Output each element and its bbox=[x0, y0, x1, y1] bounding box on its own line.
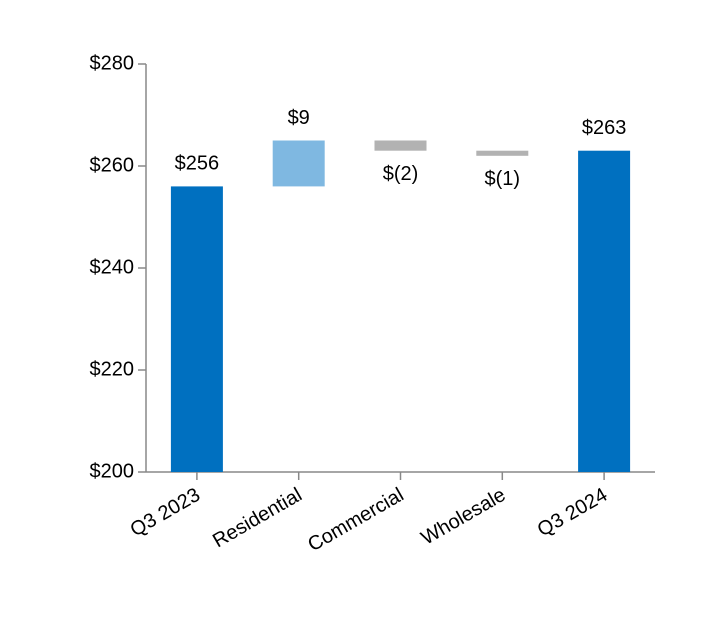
x-tick-label: Q3 2024 bbox=[534, 484, 611, 541]
value-label: $256 bbox=[175, 153, 220, 175]
value-label: $(1) bbox=[485, 168, 521, 190]
x-tick-label: Q3 2023 bbox=[127, 484, 204, 541]
y-tick-label: $280 bbox=[90, 52, 135, 74]
value-label: $9 bbox=[288, 107, 310, 129]
bar bbox=[374, 140, 427, 151]
x-tick-label: Wholesale bbox=[418, 484, 510, 550]
y-tick-label: $220 bbox=[90, 358, 135, 380]
value-label: $263 bbox=[582, 117, 627, 139]
bar bbox=[170, 186, 223, 472]
x-tick-label: Commercial bbox=[304, 484, 407, 556]
y-tick-label: $200 bbox=[90, 460, 135, 482]
bar bbox=[272, 140, 325, 187]
value-label: $(2) bbox=[383, 163, 419, 185]
bar bbox=[578, 150, 631, 472]
x-tick-label: Residential bbox=[209, 484, 306, 553]
bar bbox=[476, 150, 529, 156]
y-tick-label: $240 bbox=[90, 256, 135, 278]
y-tick-label: $260 bbox=[90, 154, 135, 176]
